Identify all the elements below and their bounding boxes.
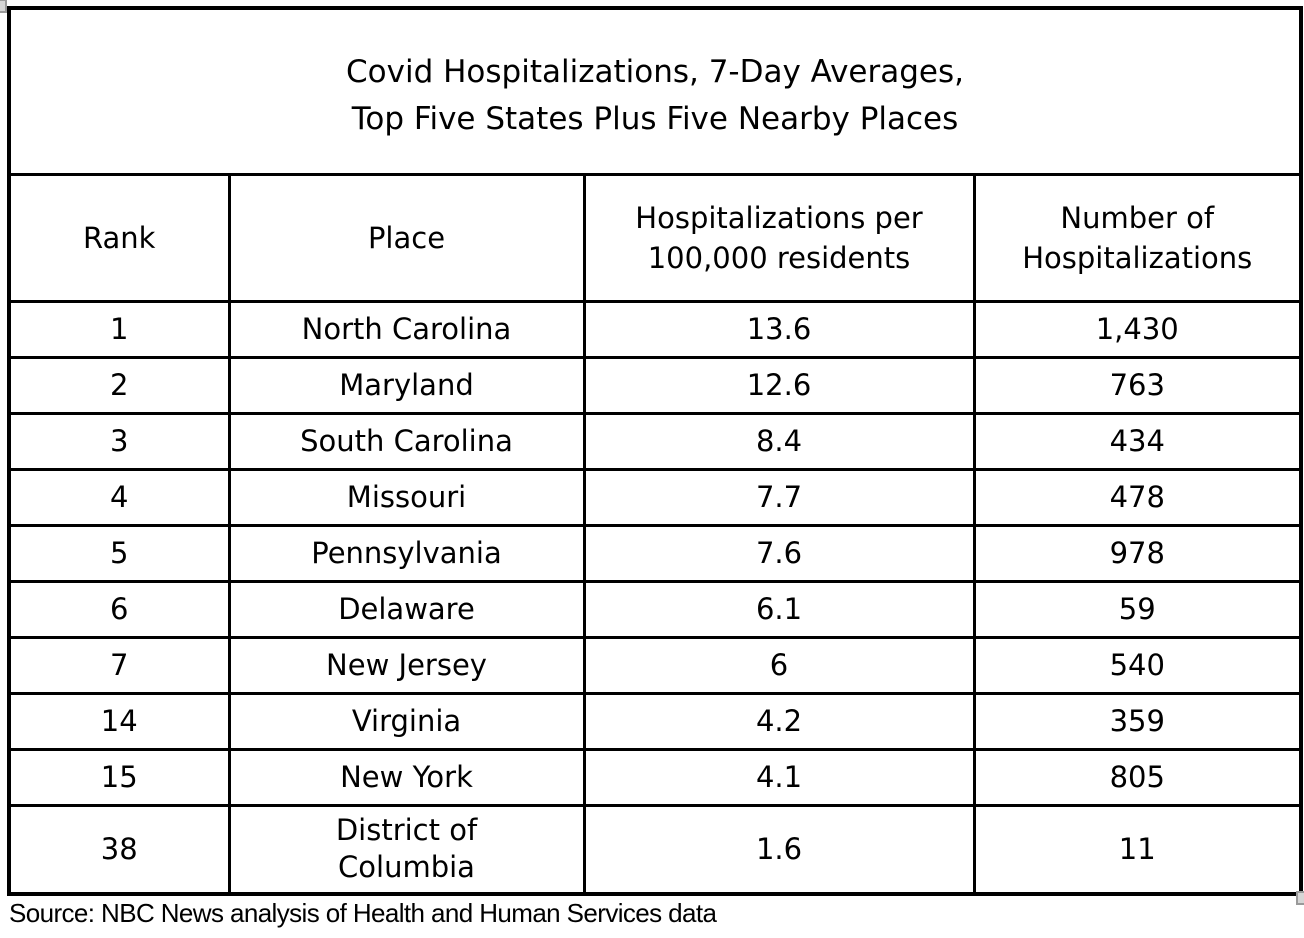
table-row: 2 Maryland 12.6 763: [7, 355, 1303, 415]
place-cell: Delaware: [227, 579, 586, 639]
rank-cell: 2: [7, 355, 231, 415]
per-100k-cell: 12.6: [582, 355, 976, 415]
table-row: 1 North Carolina 13.6 1,430: [7, 299, 1303, 359]
column-header-rank: Rank: [7, 172, 231, 303]
rank-cell: 5: [7, 523, 231, 583]
table-row: 15 New York 4.1 805: [7, 747, 1303, 807]
place-cell: North Carolina: [227, 299, 586, 359]
per-100k-cell: 13.6: [582, 299, 976, 359]
number-cell: 434: [972, 411, 1303, 471]
rank-cell: 4: [7, 467, 231, 527]
number-cell: 11: [972, 803, 1303, 896]
number-cell: 978: [972, 523, 1303, 583]
number-cell: 540: [972, 635, 1303, 695]
table-row: 6 Delaware 6.1 59: [7, 579, 1303, 639]
per-100k-cell: 6.1: [582, 579, 976, 639]
per-100k-cell: 6: [582, 635, 976, 695]
table-row: 4 Missouri 7.7 478: [7, 467, 1303, 527]
rank-cell: 38: [7, 803, 231, 896]
column-header-place: Place: [227, 172, 586, 303]
number-cell: 478: [972, 467, 1303, 527]
per-100k-cell: 1.6: [582, 803, 976, 896]
per-100k-cell: 7.7: [582, 467, 976, 527]
per-100k-cell: 7.6: [582, 523, 976, 583]
number-cell: 805: [972, 747, 1303, 807]
table-row: 5 Pennsylvania 7.6 978: [7, 523, 1303, 583]
number-cell: 1,430: [972, 299, 1303, 359]
per-100k-cell: 8.4: [582, 411, 976, 471]
rank-cell: 3: [7, 411, 231, 471]
table-row: 38 District of Columbia 1.6 11: [7, 803, 1303, 896]
source-attribution: Source: NBC News analysis of Health and …: [9, 898, 717, 928]
table-row: 7 New Jersey 6 540: [7, 635, 1303, 695]
place-cell: South Carolina: [227, 411, 586, 471]
column-header-number: Number of Hospitalizations: [972, 172, 1303, 303]
number-cell: 359: [972, 691, 1303, 751]
table-row: 3 South Carolina 8.4 434: [7, 411, 1303, 471]
place-cell: New Jersey: [227, 635, 586, 695]
rank-cell: 6: [7, 579, 231, 639]
place-cell: District of Columbia: [227, 803, 586, 896]
place-cell: Missouri: [227, 467, 586, 527]
rank-cell: 15: [7, 747, 231, 807]
table-row: 14 Virginia 4.2 359: [7, 691, 1303, 751]
place-cell: Maryland: [227, 355, 586, 415]
selection-handle-top-left[interactable]: [0, 0, 7, 13]
selection-handle-bottom-right[interactable]: [1296, 891, 1304, 905]
per-100k-cell: 4.1: [582, 747, 976, 807]
number-cell: 59: [972, 579, 1303, 639]
per-100k-cell: 4.2: [582, 691, 976, 751]
rank-cell: 7: [7, 635, 231, 695]
table-title-row: Covid Hospitalizations, 7-Day Averages, …: [7, 6, 1303, 176]
place-cell: Pennsylvania: [227, 523, 586, 583]
number-cell: 763: [972, 355, 1303, 415]
rank-cell: 1: [7, 299, 231, 359]
table-title: Covid Hospitalizations, 7-Day Averages, …: [7, 6, 1303, 176]
place-cell: New York: [227, 747, 586, 807]
covid-hospitalizations-table: Covid Hospitalizations, 7-Day Averages, …: [7, 6, 1303, 896]
place-cell: Virginia: [227, 691, 586, 751]
rank-cell: 14: [7, 691, 231, 751]
column-header-per-100k: Hospitalizations per 100,000 residents: [582, 172, 976, 303]
table-header-row: Rank Place Hospitalizations per 100,000 …: [7, 172, 1303, 303]
